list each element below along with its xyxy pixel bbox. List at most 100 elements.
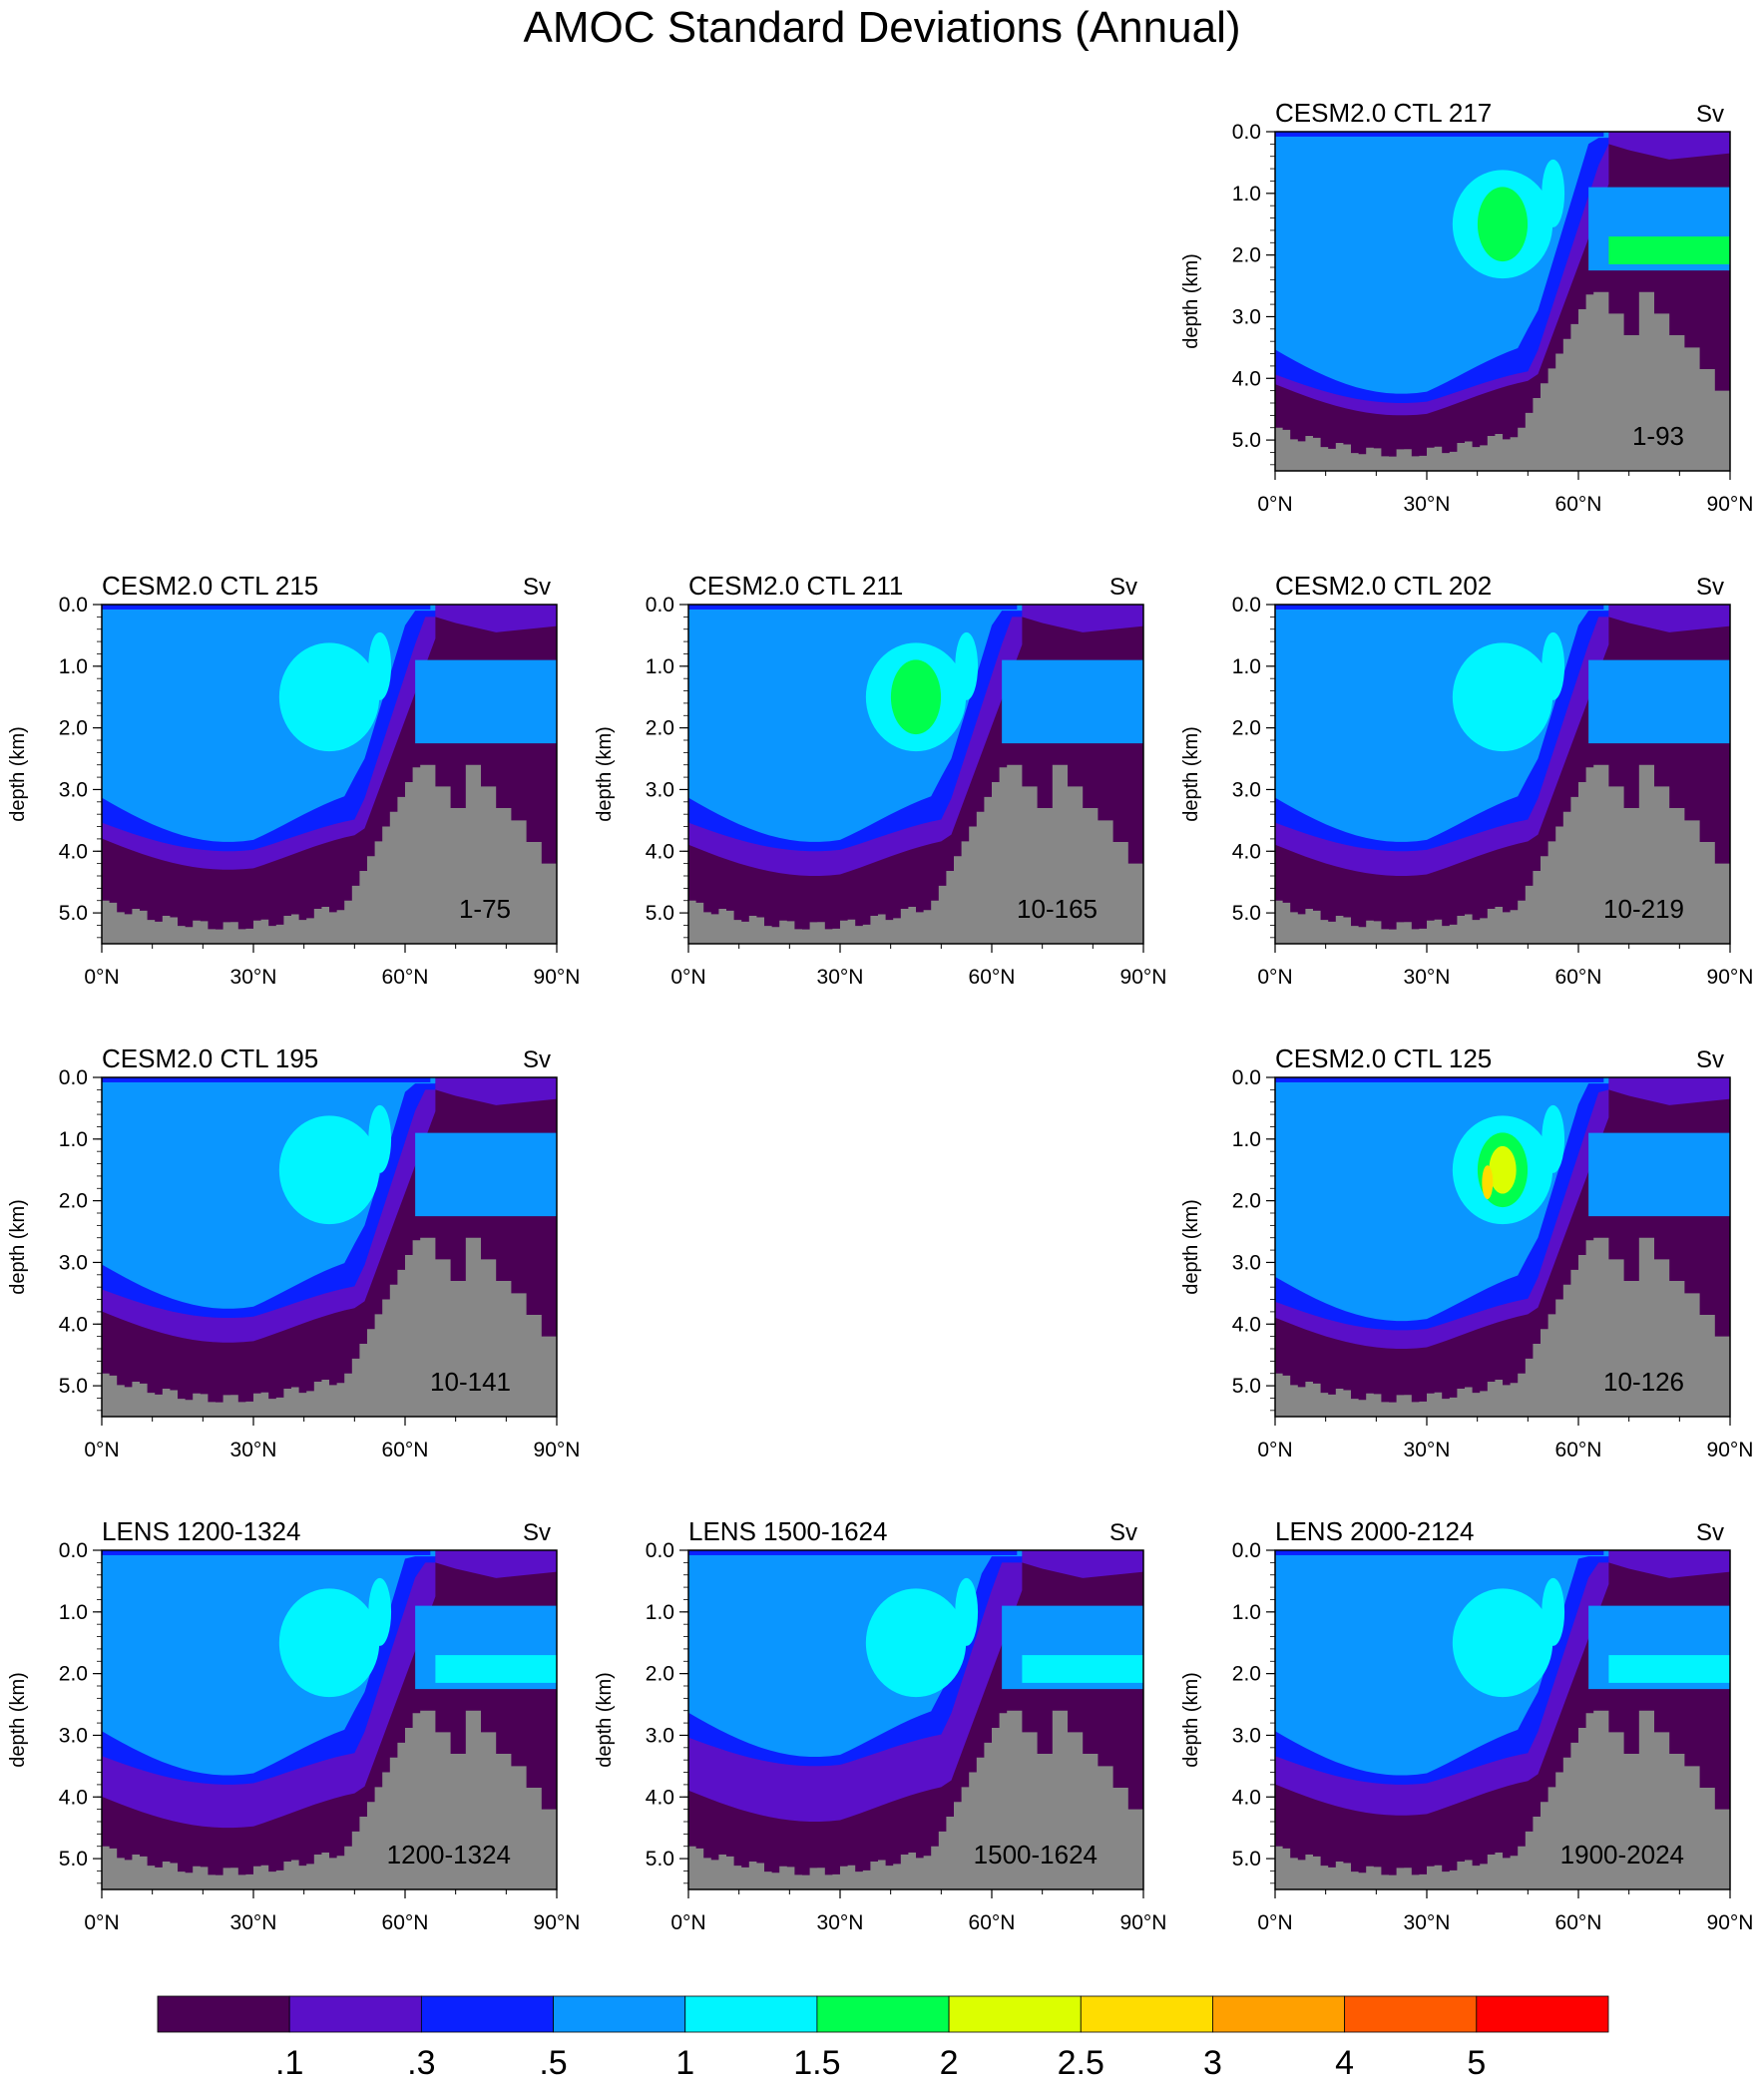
panel-period: 10-165 [1017,894,1098,924]
x-tick-label: 0°N [84,1911,119,1934]
y-tick-label: 5.0 [1232,1375,1261,1398]
x-tick-label: 60°N [1555,966,1602,989]
y-tick-label: 2.0 [59,717,88,740]
panel-title: LENS 1200-1324 [102,1516,300,1546]
y-tick-label: 0.0 [646,1539,674,1562]
colorbar: .1 .3 .5 1 1.5 2 2.5 3 4 5 [157,1995,1609,2078]
y-tick-label: 4.0 [1232,1313,1261,1336]
x-tick-label: 90°N [1120,966,1167,989]
plot-frame [101,604,558,945]
colorbar-swatch [948,1995,1082,2033]
panel-units: Sv [523,574,551,601]
y-tick-label: 3.0 [59,778,88,801]
panel-period: 10-219 [1603,894,1684,924]
panel-units: Sv [1696,1519,1724,1546]
y-tick-label: 0.0 [59,1066,88,1089]
x-tick-label: 90°N [534,1439,581,1461]
core-secondary [1542,631,1565,700]
y-tick-label: 3.0 [1232,778,1261,801]
plot-frame [1274,1549,1731,1890]
north-surface-band [435,605,557,632]
north-deep-layer [1588,1132,1730,1217]
north-surface-band [1022,605,1143,632]
panels: 0°N 30°N 60°N 90°N 0.0 1.0 2.0 3.0 4.0 5.0 depth (… [7,98,1753,1934]
plot-frame [1274,604,1731,945]
y-tick-label: 5.0 [646,1848,674,1870]
core-secondary [368,1577,392,1646]
y-tick-label: 2.0 [59,1190,88,1213]
north-surface-band [1608,1077,1730,1105]
panel-title: CESM2.0 CTL 217 [1275,98,1492,128]
panel-title: LENS 1500-1624 [688,1516,887,1546]
bathymetry-land [688,764,1143,944]
contour-field [1275,605,1730,944]
core-secondary [1542,159,1565,227]
x-tick-label: 60°N [1555,493,1602,516]
north-deep-layer [415,659,557,744]
y-axis-label: depth (km) [1180,726,1202,822]
y-tick-label: 5.0 [59,902,88,925]
panel-title: CESM2.0 CTL 125 [1275,1043,1492,1073]
panel-period: 10-126 [1603,1367,1684,1397]
y-tick-label: 4.0 [646,1786,674,1809]
surface-layer [102,1550,431,1555]
contour-field [102,1550,557,1889]
colorbar-swatch [157,1995,290,2033]
x-tick-label: 60°N [382,966,429,989]
contour-field [1275,1550,1730,1889]
panel-title: CESM2.0 CTL 195 [102,1043,318,1073]
contour-field [688,1550,1143,1889]
north-layer-core [1608,236,1730,264]
y-tick-label: 5.0 [646,902,674,925]
bathymetry-land [102,1237,557,1417]
figure-title: AMOC Standard Deviations (Annual) [524,3,1241,52]
panel-period: 1200-1324 [387,1840,511,1870]
y-tick-label: 1.0 [646,1601,674,1624]
bathymetry-land [1275,291,1730,471]
y-tick-label: 3.0 [59,1251,88,1274]
y-tick-label: 2.0 [646,1663,674,1686]
colorbar-swatch [1344,1995,1478,2033]
y-tick-label: 4.0 [59,1313,88,1336]
y-tick-label: 2.0 [1232,244,1261,267]
y-tick-label: 5.0 [1232,1848,1261,1870]
colorbar-swatch [1080,1995,1213,2033]
y-tick-label: 1.0 [1232,1601,1261,1624]
x-tick-label: 0°N [1257,493,1292,516]
panel-period: 1900-2024 [1560,1840,1684,1870]
y-tick-label: 1.0 [59,1128,88,1151]
y-tick-label: 0.0 [646,594,674,617]
core-level-4 [865,1588,967,1698]
colorbar-label: .3 [407,2044,435,2078]
core-level-4 [278,642,380,752]
y-tick-label: 3.0 [646,1724,674,1747]
colorbar-label: .1 [275,2044,303,2078]
panel: 0°N 30°N 60°N 90°N 0.0 1.0 2.0 3.0 4.0 5.0 depth (… [1180,1043,1753,1461]
north-layer-core [1608,1655,1730,1683]
bathymetry-land [1275,1710,1730,1889]
plot-frame [687,604,1144,945]
panel-title: CESM2.0 CTL 202 [1275,571,1492,601]
x-tick-label: 30°N [230,966,277,989]
contour-field [1275,132,1730,471]
colorbar-swatch [816,1995,950,2033]
core-level-4 [1452,642,1553,752]
bathymetry-land [102,764,557,944]
colorbar-label: 2 [940,2044,959,2078]
colorbar-label: 2.5 [1058,2044,1104,2078]
panel-title: CESM2.0 CTL 211 [688,571,903,601]
y-axis-label: depth (km) [1180,1199,1202,1295]
x-tick-label: 90°N [1707,493,1754,516]
y-tick-label: 4.0 [646,840,674,863]
surface-layer [1275,1550,1604,1555]
bathymetry-land [1275,1237,1730,1417]
y-tick-label: 5.0 [59,1375,88,1398]
x-tick-label: 0°N [84,966,119,989]
plot-frame [687,1549,1144,1890]
y-tick-label: 0.0 [59,1539,88,1562]
y-axis-label: depth (km) [1180,253,1202,349]
x-tick-label: 90°N [534,966,581,989]
y-tick-label: 5.0 [1232,429,1261,452]
north-surface-band [1608,1550,1730,1578]
